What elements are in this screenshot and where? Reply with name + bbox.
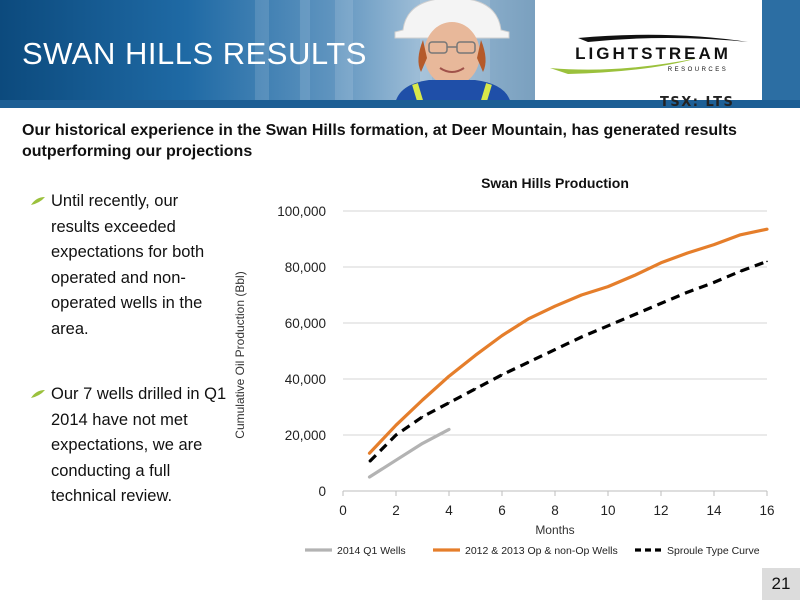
leaf-bullet-icon <box>31 390 45 398</box>
series-line-3 <box>368 259 768 463</box>
chart-axes <box>342 490 768 496</box>
data-point <box>633 313 636 316</box>
legend-label: 2014 Q1 Wells <box>337 545 406 557</box>
header-photo <box>0 0 535 104</box>
data-point <box>713 281 715 284</box>
data-point <box>554 305 556 307</box>
data-point <box>395 424 397 426</box>
series-line-2 <box>367 227 769 455</box>
data-point <box>580 294 583 296</box>
data-point <box>421 416 424 418</box>
data-point <box>766 260 768 263</box>
header: SWAN HILLS RESULTS LIGHTSTREAM RESOURCES… <box>0 0 800 110</box>
bullet-text: Until recently, our results exceeded exp… <box>51 192 205 338</box>
data-point <box>527 361 530 363</box>
y-tick-label: 100,000 <box>277 204 326 219</box>
data-point <box>421 399 424 401</box>
y-tick-label: 20,000 <box>285 428 326 443</box>
chart-legend: 2014 Q1 Wells 2012 & 2013 Op & non-Op Wel… <box>305 545 760 557</box>
x-tick-label: 2 <box>392 503 400 518</box>
data-point <box>607 285 609 288</box>
data-point <box>421 442 424 445</box>
worker-photo-icon <box>394 0 511 104</box>
data-point <box>368 452 371 455</box>
swan-hills-production-chart: Swan Hills Production 0 20,000 40,000 60,000… <box>233 175 775 557</box>
data-point <box>395 459 397 462</box>
header-accent-strip <box>762 0 800 108</box>
logo-subtext: RESOURCES <box>668 67 729 73</box>
header-band <box>0 100 800 108</box>
x-tick-label: 10 <box>600 503 615 518</box>
data-point <box>580 336 583 338</box>
logo-wordmark: LIGHTSTREAM <box>575 44 731 63</box>
lightstream-logo: LIGHTSTREAM RESOURCES <box>550 34 748 74</box>
y-tick-label: 40,000 <box>285 372 326 387</box>
data-point <box>686 252 689 254</box>
x-tick-label: 8 <box>551 503 559 518</box>
chart-title: Swan Hills Production <box>481 175 629 191</box>
bullet-text: Our 7 wells drilled in Q1 2014 have not … <box>51 385 227 505</box>
legend-label: Sproule Type Curve <box>667 545 760 557</box>
slide-subtitle: Our historical experience in the Swan Hi… <box>22 122 737 160</box>
x-tick-label: 12 <box>653 503 668 518</box>
data-point <box>368 460 371 463</box>
data-point <box>368 476 371 478</box>
y-tick-label: 80,000 <box>285 260 326 275</box>
ticker-symbol: TSX: LTS <box>660 95 735 110</box>
chart-series <box>367 227 769 479</box>
x-tick-label: 0 <box>339 503 347 518</box>
data-point <box>395 434 397 436</box>
legend-label: 2012 & 2013 Op & non-Op Wells <box>465 545 618 557</box>
y-tick-label: 0 <box>318 484 326 499</box>
data-point <box>527 318 530 320</box>
data-point <box>713 243 715 246</box>
page-number: 21 <box>762 568 800 600</box>
data-point <box>739 270 742 272</box>
data-point <box>448 375 450 377</box>
chart-gridlines <box>343 210 767 436</box>
data-point <box>766 228 768 230</box>
x-tick-label: 4 <box>445 503 453 518</box>
data-point <box>501 334 503 337</box>
data-point <box>501 374 503 376</box>
slide-title: SWAN HILLS RESULTS <box>22 36 367 71</box>
y-axis-title: Cumulative Oil Production (Bbl) <box>233 271 247 438</box>
data-point <box>448 428 450 431</box>
chart-labels: Swan Hills Production 0 20,000 40,000 60,000… <box>233 175 775 537</box>
data-point <box>633 274 636 277</box>
data-point <box>739 234 742 236</box>
data-point <box>448 402 450 404</box>
x-tick-label: 6 <box>498 503 506 518</box>
bullet-item: Our 7 wells drilled in Q1 2014 have not … <box>30 382 230 510</box>
data-point <box>686 291 689 293</box>
data-point <box>474 354 477 356</box>
data-point <box>660 302 662 305</box>
data-point <box>474 388 477 390</box>
y-tick-label: 60,000 <box>285 316 326 331</box>
leaf-bullet-icon <box>31 197 45 205</box>
data-point <box>554 348 556 351</box>
series-line-1 <box>367 427 451 479</box>
data-point <box>607 325 609 327</box>
bullet-item: Until recently, our results exceeded exp… <box>30 189 230 342</box>
data-point <box>660 262 662 264</box>
x-tick-label: 16 <box>759 503 774 518</box>
x-tick-label: 14 <box>706 503 722 518</box>
x-axis-title: Months <box>535 523 574 537</box>
